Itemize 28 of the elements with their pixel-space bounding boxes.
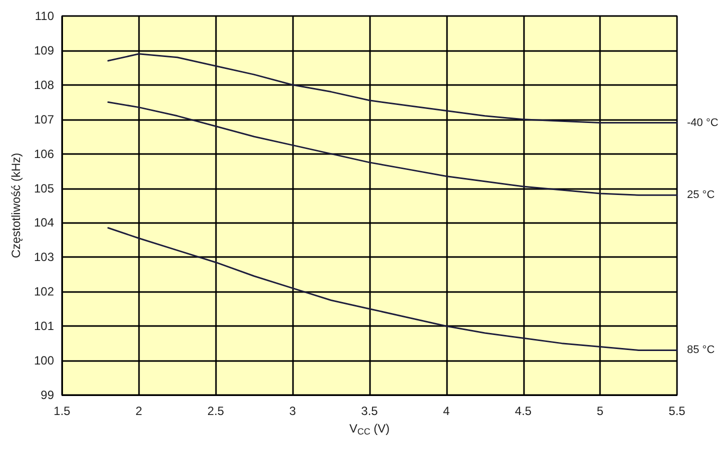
y-tick-label: 107 <box>34 112 54 126</box>
x-tick-label: 5.5 <box>668 404 686 418</box>
x-tick-label: 5 <box>596 404 604 418</box>
y-axis-title: Częstotliwość (kHz) <box>9 152 23 258</box>
y-tick-label: 109 <box>34 43 54 58</box>
y-tick-label: 99 <box>40 388 54 402</box>
x-tick-label: 2 <box>136 404 143 418</box>
line-series <box>107 101 678 196</box>
series-label: 25 °C <box>687 189 715 202</box>
x-tick-label: 2.5 <box>207 404 224 418</box>
x-tick-label: 1.5 <box>54 404 71 418</box>
x-tick-label: 3.5 <box>361 404 378 418</box>
y-tick-label: 110 <box>34 9 54 23</box>
series-label: 85 °C <box>687 344 715 356</box>
x-tick-label: 3 <box>289 404 296 418</box>
series-label: -40 °C <box>687 116 718 129</box>
x-tick-label: 4.5 <box>514 404 532 418</box>
y-tick-label: 104 <box>34 216 54 230</box>
line-series <box>107 227 678 351</box>
y-tick-label: 106 <box>34 146 54 161</box>
y-tick-label: 102 <box>34 284 54 299</box>
line-series <box>107 53 678 124</box>
y-tick-label: 105 <box>34 181 54 196</box>
y-tick-label: 103 <box>34 250 54 264</box>
x-tick-label: 4 <box>443 404 450 418</box>
y-tick-label: 108 <box>34 78 54 92</box>
y-tick-label: 100 <box>34 354 54 368</box>
y-tick-label: 101 <box>34 319 54 334</box>
